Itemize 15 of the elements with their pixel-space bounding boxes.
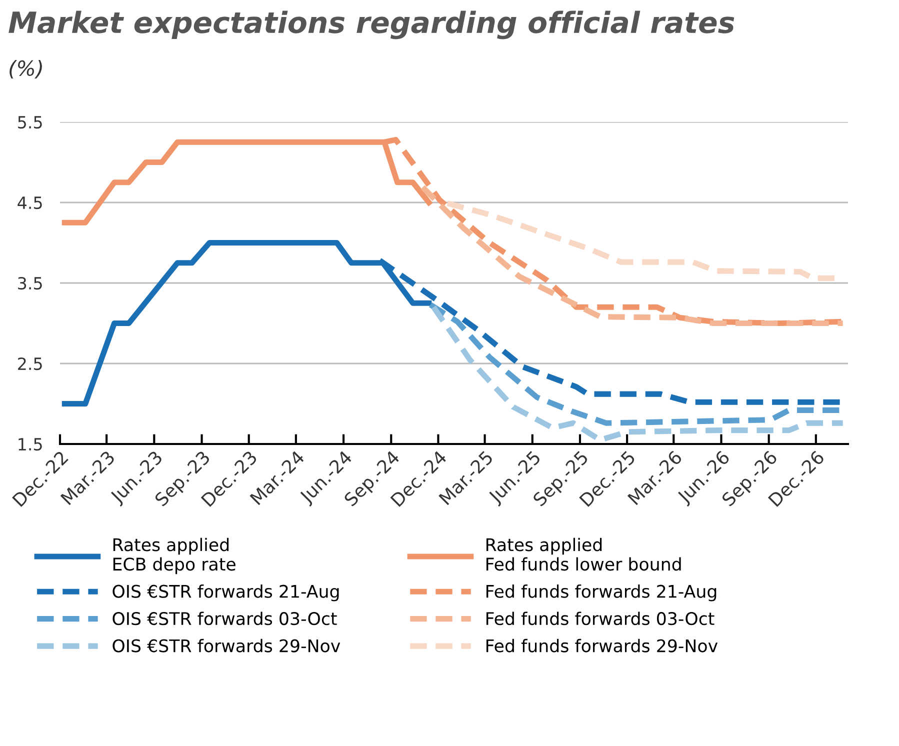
y-tick-label: 3.5 <box>18 276 42 290</box>
legend-label: Rates applied ECB depo rate <box>113 538 236 574</box>
legend-label: Rates applied Fed funds lower bound <box>486 538 681 571</box>
y-tick-label: 2.5 <box>18 357 42 370</box>
legend-label: OIS €STR forwards 29-Nov <box>112 638 340 652</box>
legend-label: OIS €STR forwards 21-Aug <box>112 584 339 602</box>
legend-label: Fed funds forwards 21-Aug <box>486 584 716 602</box>
legend-label: OIS €STR forwards 03-Oct <box>112 612 337 626</box>
y-tick-label: 5.5 <box>18 116 42 129</box>
legend-label: Fed funds forwards 03-Oct <box>486 612 714 626</box>
chart-title: Market expectations regarding official rates <box>8 10 734 40</box>
chart-subtitle: (%) <box>10 60 42 78</box>
y-tick-label: 1.5 <box>18 438 42 451</box>
y-tick-label: 4.5 <box>18 196 42 210</box>
legend-label: Fed funds forwards 29-Nov <box>486 638 718 652</box>
